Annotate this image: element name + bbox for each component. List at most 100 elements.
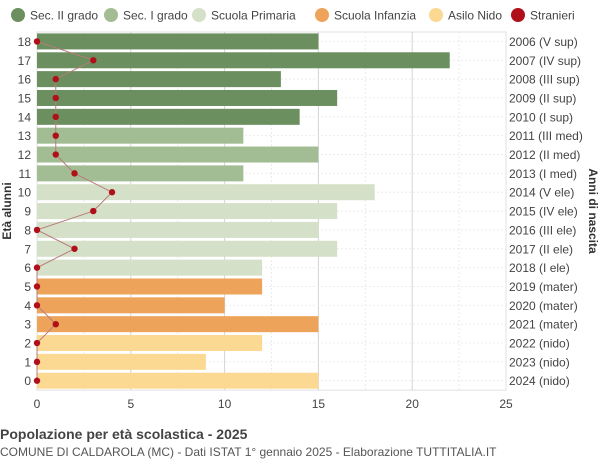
birth-year-label: 2012 (II med) [509, 148, 580, 162]
age-tick-label: 9 [24, 205, 31, 219]
stranieri-point-age-16 [52, 75, 59, 83]
stranieri-point-age-1 [33, 358, 41, 366]
legend-marker [429, 8, 443, 22]
legend-marker [192, 8, 206, 22]
y-axis-title-left: Età alunni [0, 182, 14, 239]
bar-age-5 [37, 278, 263, 295]
birth-year-label: 2007 (IV sup) [509, 54, 581, 68]
birth-year-label: 2019 (mater) [509, 280, 578, 294]
birth-year-label: 2009 (II sup) [509, 91, 576, 105]
birth-year-label: 2006 (V sup) [509, 35, 578, 49]
bar-age-3 [37, 316, 319, 333]
legend-label: Scuola Primaria [211, 9, 296, 23]
x-tick-label: 20 [406, 397, 420, 411]
stranieri-point-age-18 [33, 38, 41, 45]
age-tick-label: 18 [18, 35, 32, 49]
bars [37, 33, 450, 389]
age-tick-label: 3 [24, 318, 31, 332]
birth-year-label: 2017 (II ele) [509, 242, 573, 256]
stranieri-point-age-7 [71, 245, 78, 252]
bar-age-2 [37, 335, 263, 352]
chart-title: Popolazione per età scolastica - 2025 [0, 426, 248, 442]
stranieri-point-age-2 [33, 339, 41, 347]
stranieri-point-age-6 [33, 264, 41, 271]
x-tick-label: 10 [218, 397, 232, 411]
birth-year-label: 2022 (nido) [509, 337, 570, 351]
stranieri-point-age-10 [108, 189, 116, 196]
legend: Sec. II grado Sec. I grado Scuola Primaria… [11, 8, 575, 23]
population-chart: Sec. II grado Sec. I grado Scuola Primaria… [0, 8, 600, 411]
stranieri-point-age-13 [52, 132, 59, 139]
age-tick-label: 2 [24, 337, 31, 351]
stranieri-series [33, 38, 116, 384]
legend-label: Sec. I grado [123, 9, 188, 23]
stranieri-point-age-4 [33, 302, 41, 309]
legend-label: Stranieri [530, 9, 575, 23]
age-tick-label: 17 [18, 54, 32, 68]
age-tick-label: 0 [24, 374, 31, 388]
birth-year-label: 2015 (IV ele) [509, 205, 578, 219]
birth-year-label: 2023 (nido) [509, 355, 570, 369]
stranieri-point-age-17 [90, 57, 97, 64]
bar-age-8 [37, 221, 319, 238]
age-tick-label: 7 [24, 242, 31, 256]
stranieri-point-age-5 [33, 283, 41, 290]
bar-age-14 [37, 108, 300, 125]
bar-age-6 [37, 259, 263, 276]
bar-age-13 [37, 127, 244, 144]
bar-age-16 [37, 71, 281, 88]
age-tick-label: 10 [18, 186, 32, 200]
birth-year-label: 2016 (III ele) [509, 223, 576, 237]
legend-marker [11, 8, 25, 22]
age-tick-label: 16 [18, 73, 32, 87]
bar-age-18 [37, 33, 319, 50]
age-tick-label: 11 [19, 167, 32, 181]
stranieri-point-age-11 [71, 170, 78, 177]
legend-label: Scuola Infanzia [334, 9, 416, 23]
stranieri-point-age-8 [33, 226, 41, 234]
chart-source: COMUNE DI CALDAROLA (MC) - Dati ISTAT 1°… [0, 445, 497, 459]
x-tick-label: 0 [34, 397, 41, 411]
age-tick-label: 14 [18, 110, 32, 124]
bar-age-4 [37, 297, 225, 314]
birth-year-label: 2018 (I ele) [509, 261, 570, 275]
stranieri-point-age-3 [52, 320, 59, 328]
birth-year-label: 2011 (III med) [509, 129, 583, 143]
legend-marker [511, 8, 525, 22]
birth-year-label: 2020 (mater) [509, 299, 578, 313]
age-tick-label: 6 [24, 261, 31, 275]
stranieri-point-age-0 [33, 377, 41, 384]
legend-label: Asilo Nido [448, 9, 502, 23]
legend-marker [104, 8, 118, 22]
legend-label: Sec. II grado [30, 9, 98, 23]
birth-year-label: 2010 (I sup) [509, 110, 573, 124]
bar-age-7 [37, 240, 338, 257]
x-tick-label: 15 [312, 397, 326, 411]
legend-marker [315, 8, 329, 22]
age-tick-label: 4 [24, 299, 31, 313]
age-tick-label: 8 [24, 223, 31, 237]
age-tick-label: 15 [18, 91, 32, 105]
bar-age-10 [37, 184, 375, 201]
age-tick-label: 5 [24, 280, 31, 294]
birth-year-label: 2008 (III sup) [509, 73, 580, 87]
bar-age-0 [37, 372, 319, 389]
x-tick-label: 25 [499, 397, 513, 411]
bar-age-9 [37, 203, 338, 220]
stranieri-point-age-9 [90, 207, 97, 215]
axis-labels: 18 2006 (V sup) 17 2007 (IV sup) 16 2008 (III… [18, 35, 583, 411]
age-tick-label: 13 [18, 129, 32, 143]
bar-age-15 [37, 89, 338, 106]
bar-age-12 [37, 146, 319, 163]
bar-age-11 [37, 165, 244, 182]
bar-age-1 [37, 353, 206, 370]
y-axis-title-right: Anni di nascita [586, 168, 600, 254]
stranieri-point-age-14 [52, 113, 59, 121]
birth-year-label: 2024 (nido) [509, 374, 570, 388]
bar-age-17 [37, 52, 450, 69]
birth-year-label: 2021 (mater) [509, 318, 578, 332]
birth-year-label: 2014 (V ele) [509, 186, 574, 200]
age-tick-label: 12 [18, 148, 32, 162]
stranieri-point-age-15 [52, 94, 59, 102]
stranieri-point-age-12 [52, 151, 59, 158]
